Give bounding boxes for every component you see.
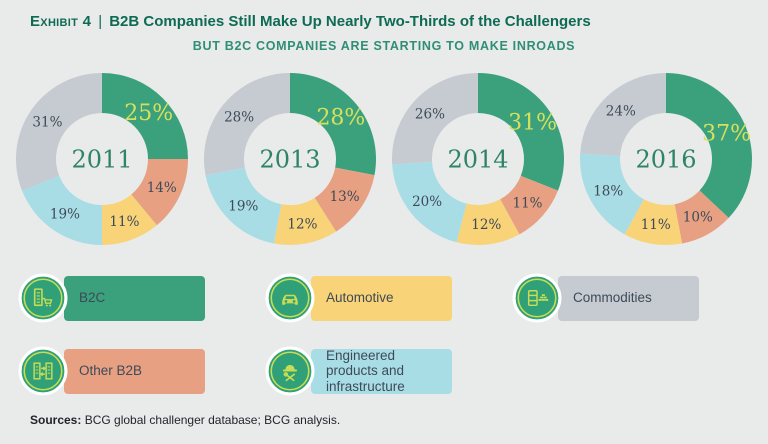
legend-label-automotive: Automotive [326,290,394,306]
slice-label-2011-b2c: 25% [124,101,173,126]
sources-label: Sources: [30,413,82,427]
slice-label-2016-other-b2b: 10% [683,210,713,226]
donut-slice-other-b2b [314,167,375,232]
legend-label-engineered: Engineered products and infrastructure [326,347,405,394]
donut-slice-automotive [624,199,683,246]
donut-slice-commodities [580,73,666,157]
slice-label-2011-engineered-products-and-infrastructure: 19% [50,206,80,222]
legend-label-other-b2b: Other B2B [79,363,143,379]
page-title: Exhibit 4 | B2B Companies Still Make Up Ne… [0,0,768,30]
hardhat-tools-icon [265,346,315,396]
slice-label-2013-automotive: 12% [287,217,317,233]
legend-item-b2c: B2C [18,273,265,323]
legend: B2C Automotive [18,273,768,396]
legend-label-b2c: B2C [79,290,106,306]
slice-label-2016-commodities: 24% [606,104,636,120]
donut-slice-b2c [290,73,377,176]
slice-label-2014-other-b2b: 11% [512,195,542,211]
donut-slice-other-b2b [500,175,558,235]
legend-item-automotive: Automotive [265,273,512,323]
donut-slice-b2c [666,73,752,218]
slice-label-2016-automotive: 11% [641,217,671,233]
donut-slice-other-b2b [131,159,188,226]
donut-year-label-2011: 2011 [71,145,132,173]
donut-slice-commodities [392,73,478,165]
title-text: B2B Companies Still Make Up Nearly Two-T… [109,13,591,30]
exhibit-label: Exhibit 4 [30,13,92,30]
donut-slice-automotive [102,194,157,245]
subtitle: BUT B2C COMPANIES ARE STARTING TO MAKE I… [192,39,576,53]
donut-slice-commodities [16,73,102,191]
slice-label-2014-engineered-products-and-infrastructure: 20% [412,194,442,210]
donut-chart-2011: 25% 14% 11% 19% 31% 2011 [16,73,188,245]
buildings-exchange-icon [18,346,68,396]
slice-label-2013-b2c: 28% [316,106,365,131]
donut-chart-2016: 37% 10% 11% 18% 24% 2016 [580,73,752,246]
slice-label-2014-commodities: 26% [415,107,445,123]
donut-slice-engineered-products-and-infrastructure [580,153,644,235]
slice-label-2013-other-b2b: 13% [330,189,360,205]
legend-swatch-commodities: Commodities [558,275,699,321]
donut-year-label-2016: 2016 [635,145,696,173]
legend-swatch-automotive: Automotive [311,275,452,321]
slice-label-2014-b2c: 31% [508,111,557,136]
legend-item-engineered: Engineered products and infrastructure [265,346,512,396]
slice-label-2011-other-b2b: 14% [147,180,177,196]
legend-item-commodities: Commodities [512,273,768,323]
donut-year-label-2013: 2013 [259,145,320,173]
donut-slice-engineered-products-and-infrastructure [205,167,282,244]
donut-slice-automotive [273,197,337,246]
donut-row: 25% 14% 11% 19% 31% 2011 28% 13% 12% 19% 28% 2013 … [0,71,768,247]
building-cart-icon [18,273,68,323]
legend-item-other-b2b: Other B2B [18,346,265,396]
legend-label-commodities: Commodities [573,290,652,306]
donut-slice-automotive [456,199,520,246]
sources-text: BCG global challenger database; BCG anal… [81,413,341,427]
slice-label-2016-engineered-products-and-infrastructure: 18% [593,184,623,200]
slice-label-2013-commodities: 28% [224,110,254,126]
donut-slice-commodities [203,73,290,176]
title-separator: | [98,13,103,30]
donut-year-label-2014: 2014 [447,145,508,173]
legend-swatch-b2c: B2C [64,275,205,321]
slice-label-2014-automotive: 12% [471,217,501,233]
slice-label-2013-engineered-products-and-infrastructure: 19% [228,198,258,214]
donut-slice-b2c [102,73,188,159]
slice-label-2011-automotive: 11% [109,214,139,230]
donut-chart-2013: 28% 13% 12% 19% 28% 2013 [203,73,377,246]
legend-swatch-engineered: Engineered products and infrastructure [311,347,452,394]
donut-slice-engineered-products-and-infrastructure [392,161,467,243]
sources-line: Sources: BCG global challenger database;… [30,413,768,427]
donut-chart-2014: 31% 11% 12% 20% 26% 2014 [392,73,564,246]
drum-goldbars-icon [512,273,562,323]
slice-label-2011-commodities: 31% [32,115,62,131]
car-icon [265,273,315,323]
donut-slice-b2c [478,73,564,191]
slice-label-2016-b2c: 37% [702,122,751,147]
legend-swatch-other-b2b: Other B2B [64,348,205,394]
donut-slice-other-b2b [674,190,729,244]
donut-slice-engineered-products-and-infrastructure [22,175,102,245]
